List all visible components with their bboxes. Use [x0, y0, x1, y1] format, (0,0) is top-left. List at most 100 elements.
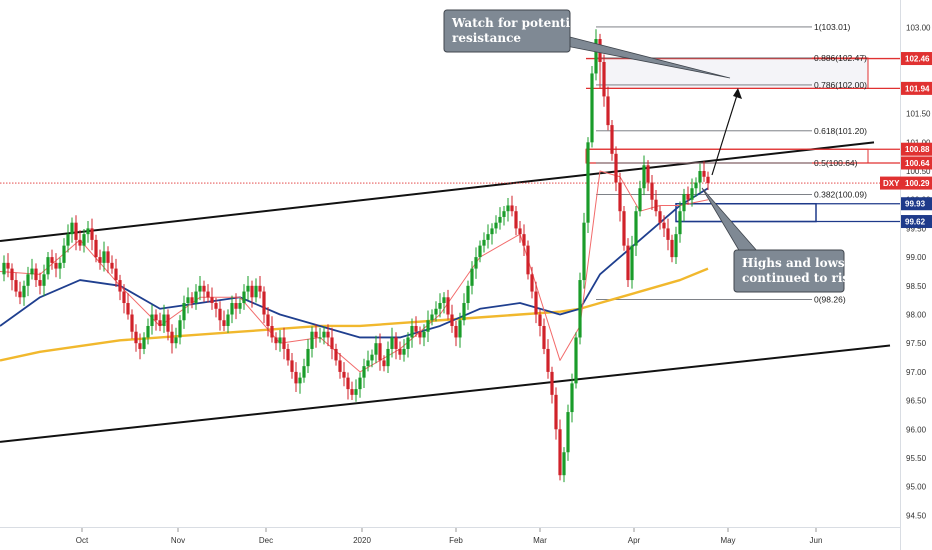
candle-body [142, 337, 146, 349]
candle-body [370, 354, 374, 361]
x-axis: Oct Nov Dec 2020 Feb Mar Apr May Jun [76, 528, 822, 545]
fib-level-label: 0.5(100.64) [814, 158, 858, 168]
price-tag-label: 101.94 [905, 84, 930, 93]
candle-body [534, 291, 538, 315]
candle-body [650, 182, 654, 200]
candle-body [38, 280, 42, 286]
candle-body [202, 285, 206, 292]
candle-body [694, 182, 698, 189]
candle-body [122, 291, 126, 304]
projection-arrow [711, 91, 739, 176]
candle-body [246, 285, 250, 292]
candle-body [238, 303, 242, 309]
candle-body [578, 280, 582, 338]
candle-body [690, 188, 694, 200]
callout-text: continued to rise [742, 271, 857, 285]
candle-body [530, 274, 534, 292]
candle-body [90, 228, 94, 240]
candle-body [194, 291, 198, 304]
candle-body [666, 228, 670, 240]
candle-body [330, 337, 334, 349]
symbol-tag-label: DXY [883, 179, 900, 188]
candle-body [14, 280, 18, 292]
candle-body [582, 222, 586, 281]
candle-body [466, 285, 470, 304]
candle-body [614, 153, 618, 183]
candle-body [526, 245, 530, 275]
fib-level-label: 0(98.26) [814, 295, 846, 305]
candle-body [146, 325, 150, 338]
candle-body [470, 268, 474, 286]
candle-body [406, 337, 410, 349]
candle-body [198, 285, 202, 292]
candle-body [350, 389, 354, 395]
candle-body [318, 337, 322, 339]
candle-body [282, 337, 286, 349]
price-tag-label: 99.93 [905, 200, 926, 209]
candle-body [606, 96, 610, 126]
candle-body [334, 348, 338, 361]
candle-body [278, 337, 282, 344]
candle-body [222, 320, 226, 326]
candle-body [678, 211, 682, 235]
fibonacci-levels: 1(103.01) 0.886(102.47) 0.786(102.00) 0.618… [596, 22, 867, 305]
candle-body [174, 337, 178, 344]
candle-body [94, 239, 98, 258]
candle-body [434, 308, 438, 315]
candle-body [546, 348, 550, 372]
price-tag [901, 52, 932, 66]
fib-level-label: 0.886(102.47) [814, 53, 867, 63]
x-tick-label: Dec [259, 536, 273, 545]
candle-body [154, 314, 158, 321]
candle-body [82, 234, 86, 246]
candle-body [566, 412, 570, 453]
candle-body [506, 205, 510, 212]
fib-level-label: 0.618(101.20) [814, 126, 867, 136]
y-tick-label: 103.00 [906, 24, 931, 33]
candle-body [42, 274, 46, 286]
candle-body [642, 165, 646, 189]
candle-body [378, 343, 382, 361]
symbol-tag [880, 176, 901, 190]
candle-body [58, 262, 62, 269]
candle-body [66, 234, 70, 246]
candle-body [170, 331, 174, 344]
candle-body [538, 314, 542, 326]
candle-body [522, 234, 526, 246]
candle-body [182, 303, 186, 321]
candle-body [486, 234, 490, 240]
candle-body [62, 245, 66, 263]
candle-body [646, 165, 650, 183]
callout-text: Watch for potential [451, 16, 583, 30]
y-tick-label: 100.50 [906, 167, 931, 176]
candle-body [46, 257, 50, 275]
candle-body [446, 297, 450, 315]
candle-body [670, 239, 674, 258]
y-tick-label: 99.50 [906, 224, 927, 233]
y-tick-label: 97.00 [906, 368, 927, 377]
candle-body [622, 211, 626, 246]
candle-body [498, 216, 502, 223]
arrowhead [733, 88, 742, 99]
candle-body [426, 320, 430, 332]
candle-body [126, 303, 130, 315]
candle-body [478, 245, 482, 258]
candle-body [242, 291, 246, 304]
candle-body [418, 331, 422, 338]
candle-body [22, 285, 26, 298]
candle-body [554, 394, 558, 430]
channel-upper-line [0, 141, 875, 243]
candle-body [550, 371, 554, 395]
candle-body [274, 337, 278, 344]
candle-body [310, 331, 314, 349]
candle-body [166, 314, 170, 332]
candle-body [262, 291, 266, 315]
candle-body [358, 377, 362, 390]
candle-body [442, 297, 446, 304]
candle-body [214, 303, 218, 309]
candle-body [326, 331, 330, 338]
candle-body [658, 211, 662, 223]
